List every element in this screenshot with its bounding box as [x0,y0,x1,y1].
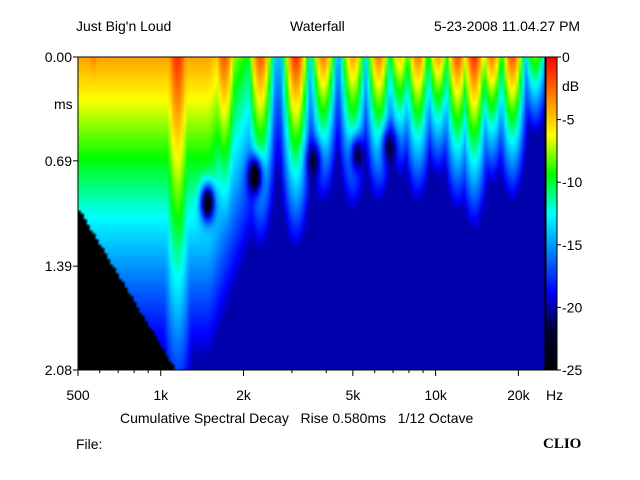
colorbar-tick-label: -5 [562,112,575,128]
y-unit-label: ms [54,96,73,112]
colorbar-tick-label: 0 [562,49,570,65]
x-tick-label: 5k [345,387,361,403]
chart-subtitle: Cumulative Spectral Decay Rise 0.580ms 1… [120,410,474,426]
header-timestamp: 5-23-2008 11.04.27 PM [434,18,581,34]
plot-frame [77,56,546,371]
colorbar-ticks: 0 -5 -10 -15 -20 -25 [557,49,582,378]
colorbar-tick-label: -15 [562,237,582,253]
y-tick-label: 0.69 [45,153,72,169]
y-tick-label: 0.00 [45,49,72,65]
x-axis: 500 1k 2k 5k 10k 20k [66,370,531,403]
heatmap-surface [78,57,545,370]
file-label: File: [76,436,103,452]
colorbar [545,56,558,371]
colorbar-tick-label: -10 [562,174,582,190]
x-tick-label: 1k [153,387,169,403]
y-tick-label: 2.08 [45,362,72,378]
y-tick-label: 1.39 [45,258,72,274]
colorbar-tick-label: -25 [562,362,582,378]
x-tick-label: 2k [236,387,252,403]
colorbar-unit-label: dB [562,78,579,94]
x-unit-label: Hz [546,387,563,403]
x-tick-label: 10k [424,387,448,403]
y-axis: 0.00 0.69 1.39 2.08 [45,49,78,378]
colorbar-tick-label: -20 [562,299,582,315]
x-tick-label: 500 [66,387,90,403]
chart-title: Waterfall [290,18,345,34]
header-left: Just Big'n Loud [76,18,172,34]
clio-brand-logo: CLIO [543,436,582,452]
x-tick-label: 20k [507,387,531,403]
